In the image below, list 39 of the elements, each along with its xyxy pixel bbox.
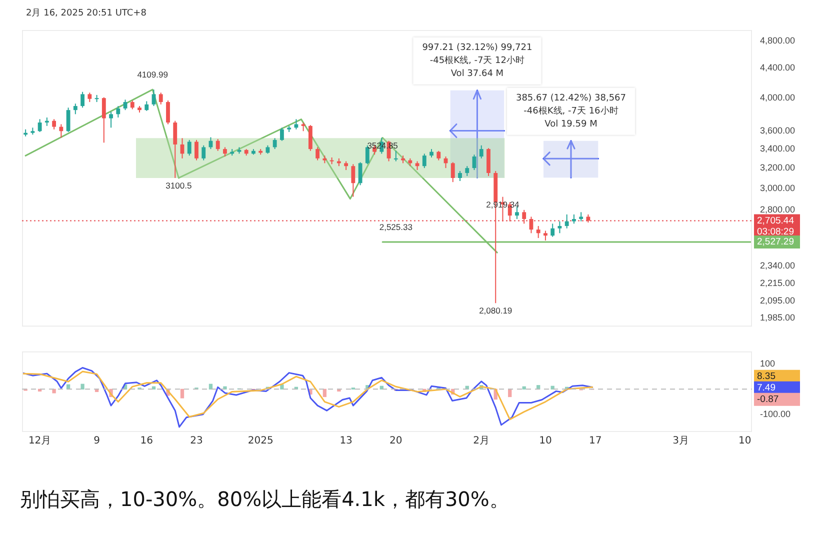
annotation: 385.67 (12.42%) 38,567 -46根K线, -7天 16小时 Vol 19.59 M bbox=[516, 94, 626, 130]
x-tick-label: 20 bbox=[390, 436, 402, 447]
annotation: 997.21 (32.12%) 99,721 -45根K线, -7天 12小时 Vol 37.64 M bbox=[422, 43, 532, 80]
ref-line-label: 2,705.44 03:08:29 bbox=[757, 215, 794, 238]
y-tick-label: 4,800.00 bbox=[760, 35, 796, 46]
x-tick-label: 16 bbox=[140, 436, 153, 447]
y-tick-label: 100 bbox=[760, 358, 776, 368]
x-tick-label: 17 bbox=[588, 436, 602, 447]
y-tick-label: 3,600.00 bbox=[760, 126, 796, 136]
x-tick-label: 13 bbox=[340, 436, 352, 447]
annotation: 2,080.19 bbox=[479, 306, 512, 316]
x-tick-label: 12月 bbox=[28, 436, 52, 447]
annotation: 4109.99 bbox=[137, 70, 168, 80]
y-tick-label: -100.00 bbox=[760, 408, 791, 419]
y-tick-label: 3,400.00 bbox=[760, 144, 796, 154]
data-label: 2,527.29 bbox=[757, 236, 794, 248]
y-tick-label: 1,985.00 bbox=[760, 312, 796, 322]
x-tick-label: 9 bbox=[94, 436, 100, 447]
text: 7.49 bbox=[757, 382, 776, 394]
y-tick-label: 3,000.00 bbox=[760, 182, 796, 193]
annotation: 3100.5 bbox=[166, 180, 192, 191]
y-tick-label: 2,095.00 bbox=[760, 295, 796, 306]
annotation: 2,525.33 bbox=[379, 222, 413, 232]
text: 8.35 bbox=[757, 371, 776, 382]
x-tick-label: 3月 bbox=[672, 436, 689, 447]
y-tick-label: 2,340.00 bbox=[760, 260, 796, 271]
y-tick-label: 4,000.00 bbox=[760, 92, 796, 103]
text: -0.87 bbox=[757, 394, 779, 406]
y-tick-label: 3,200.00 bbox=[760, 162, 796, 173]
x-tick-label: 2月 bbox=[473, 436, 490, 447]
x-tick-label: 23 bbox=[190, 436, 203, 447]
x-tick-label: 10 bbox=[539, 436, 552, 447]
chart-subtitle: 2月 16, 2025 20:51 UTC+8 bbox=[26, 8, 147, 18]
text: 别怕买高，10-30%。80%以上能看4.1k，都有30%。 bbox=[20, 486, 510, 513]
y-tick-label: 4,400.00 bbox=[760, 62, 796, 73]
y-tick-label: 2,800.00 bbox=[760, 204, 796, 214]
y-tick-label: 2,215.00 bbox=[760, 278, 796, 288]
x-tick-label: 10 bbox=[738, 436, 752, 447]
x-tick-label: 2025 bbox=[248, 436, 274, 447]
